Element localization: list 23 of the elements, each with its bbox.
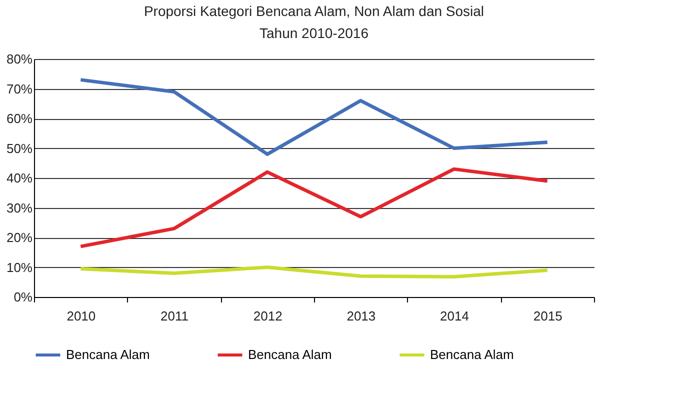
x-tick-label: 2010 — [66, 308, 96, 324]
y-tick-label: 40% — [6, 170, 33, 186]
y-tick-label: 20% — [6, 230, 33, 245]
y-tick-label: 50% — [6, 140, 33, 156]
y-tick-label: 30% — [6, 200, 33, 216]
legend-label: Bencana Alam — [248, 347, 332, 362]
x-tick-label: 2014 — [440, 308, 469, 324]
x-tick-label: 2015 — [533, 308, 562, 324]
y-tick-label: 80% — [6, 52, 33, 66]
y-tick-label: 10% — [6, 260, 33, 275]
y-tick-label: 70% — [6, 81, 33, 96]
y-tick-label: 0% — [14, 290, 33, 304]
x-tick-label: 2013 — [346, 308, 376, 324]
line-series — [78, 266, 550, 279]
legend-label: Bencana Alam — [66, 347, 150, 362]
chart-subtitle: Tahun 2010-2016 — [260, 25, 369, 41]
line-series — [78, 167, 550, 248]
x-tick-label: 2012 — [253, 308, 282, 324]
x-tick-label: 2011 — [160, 308, 188, 324]
legend-label: Bencana Alam — [430, 347, 514, 362]
y-tick-label: 60% — [6, 111, 33, 126]
chart-title: Proporsi Kategori Bencana Alam, Non Alam dan Sosial — [144, 3, 484, 19]
line-series — [78, 78, 550, 156]
